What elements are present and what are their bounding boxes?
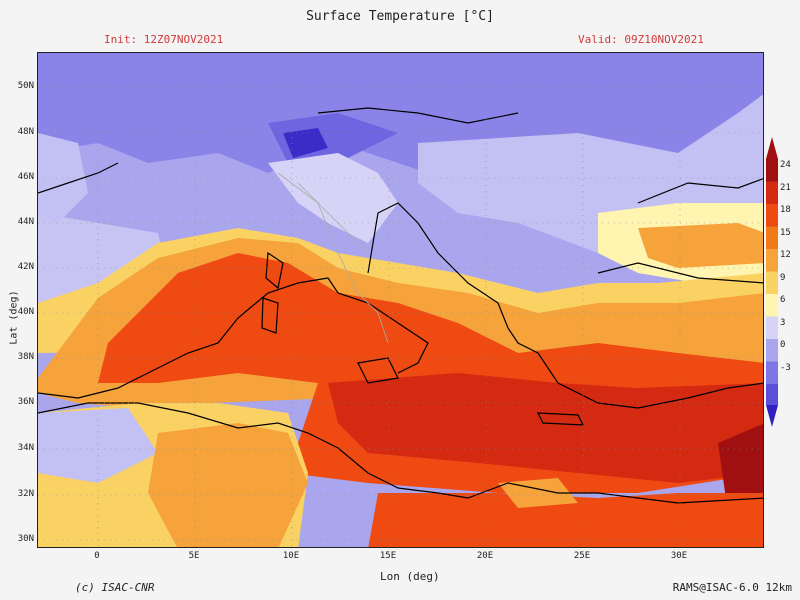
- temperature-map: [37, 52, 764, 548]
- colorbar-label-0: 0: [780, 340, 786, 350]
- y-tick-32n: 32N: [17, 489, 34, 499]
- init-time: Init: 12Z07NOV2021: [104, 33, 224, 46]
- credit-text: (c) ISAC-CNR: [75, 581, 155, 594]
- y-tick-36n: 36N: [17, 397, 34, 407]
- y-tick-48n: 48N: [17, 127, 34, 137]
- x-axis-title: Lon (deg): [380, 570, 440, 583]
- y-axis-title: Lat (deg): [8, 290, 20, 345]
- colorbar-label-24: 24: [780, 160, 791, 170]
- colorbar-label-18: 18: [780, 205, 791, 215]
- y-tick-30n: 30N: [17, 534, 34, 544]
- y-tick-40n: 40N: [17, 307, 34, 317]
- x-tick-10e: 10E: [282, 551, 300, 561]
- y-tick-46n: 46N: [17, 172, 34, 182]
- x-tick-15e: 15E: [379, 551, 397, 561]
- chart-title: Surface Temperature [°C]: [306, 9, 494, 24]
- y-tick-44n: 44N: [17, 217, 34, 227]
- colorbar-label-9: 9: [780, 273, 786, 283]
- colorbar-label-15: 15: [780, 228, 791, 238]
- colorbar-label-3: 3: [780, 318, 786, 328]
- y-tick-50n: 50N: [17, 81, 34, 91]
- y-tick-38n: 38N: [17, 352, 34, 362]
- model-label: RAMS@ISAC-6.0 12km: [672, 581, 792, 594]
- x-tick-30e: 30E: [670, 551, 688, 561]
- y-tick-42n: 42N: [17, 262, 34, 272]
- x-tick-25e: 25E: [573, 551, 591, 561]
- colorbar-label-6: 6: [780, 295, 786, 305]
- y-tick-34n: 34N: [17, 443, 34, 453]
- colorbar-label-minus3: -3: [780, 363, 791, 373]
- colorbar-label-12: 12: [780, 250, 791, 260]
- valid-time: Valid: 09Z10NOV2021: [578, 33, 704, 46]
- colorbar-label-21: 21: [780, 183, 791, 193]
- x-tick-0: 0: [94, 551, 100, 561]
- colorbar: [766, 137, 778, 427]
- x-tick-5e: 5E: [188, 551, 200, 561]
- x-tick-20e: 20E: [476, 551, 494, 561]
